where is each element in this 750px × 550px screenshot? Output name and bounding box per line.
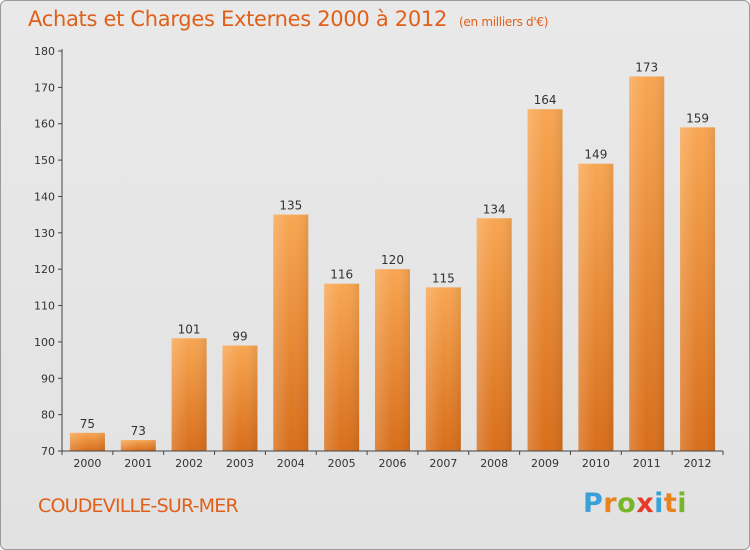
- bar-value-label: 116: [330, 268, 353, 282]
- chart-title: Achats et Charges Externes 2000 à 2012 (e…: [28, 7, 548, 31]
- bar-shine: [629, 76, 665, 452]
- x-tick-label: 2012: [684, 457, 712, 470]
- bar-value-label: 75: [80, 417, 95, 431]
- bar-value-label: 135: [279, 199, 302, 213]
- x-tick-label: 2003: [226, 457, 254, 470]
- logo-letter: t: [663, 488, 678, 519]
- bar-shine: [120, 440, 156, 451]
- commune-name: COUDEVILLE-SUR-MER: [38, 495, 239, 517]
- bar-value-label: 99: [232, 330, 247, 344]
- bar-value-label: 149: [584, 148, 607, 162]
- bar-shine: [476, 218, 512, 451]
- logo-letter: i: [654, 488, 664, 519]
- logo-letter: r: [603, 488, 618, 519]
- x-tick-label: 2002: [175, 457, 203, 470]
- bar-shine: [324, 283, 360, 451]
- x-tick-label: 2010: [582, 457, 610, 470]
- bar-shine: [680, 127, 716, 451]
- logo-letter: x: [636, 488, 655, 519]
- logo-letter: i: [677, 488, 688, 519]
- y-tick-label: 140: [34, 190, 55, 203]
- bar-value-label: 159: [686, 111, 709, 125]
- y-tick-label: 70: [41, 445, 55, 458]
- logo-letter: o: [617, 488, 637, 519]
- x-tick-label: 2001: [124, 457, 152, 470]
- y-tick-label: 90: [41, 372, 55, 385]
- y-tick-label: 110: [34, 300, 55, 313]
- bar-shine: [578, 163, 614, 451]
- x-tick-label: 2011: [633, 457, 661, 470]
- chart-subtitle: (en milliers d'€): [459, 15, 549, 29]
- x-tick-label: 2000: [73, 457, 101, 470]
- logo-letter: P: [583, 488, 604, 519]
- bar-value-label: 115: [432, 271, 455, 285]
- y-tick-label: 100: [34, 336, 55, 349]
- bar-value-label: 101: [178, 322, 201, 336]
- bar-value-label: 73: [131, 424, 146, 438]
- bar-shine: [171, 338, 207, 451]
- bar-value-label: 120: [381, 253, 404, 267]
- bar-value-label: 164: [534, 93, 557, 107]
- bar-shine: [69, 432, 105, 451]
- x-tick-label: 2009: [531, 457, 559, 470]
- bar-shine: [375, 269, 410, 451]
- y-tick-label: 80: [41, 409, 55, 422]
- bars-group: 75 73 101 99 135 116 120 115 134 164 149 173 159: [69, 60, 716, 452]
- x-tick-label: 2006: [379, 457, 407, 470]
- y-tick-label: 180: [34, 45, 55, 58]
- x-tick-label: 2007: [429, 457, 457, 470]
- bar-shine: [222, 345, 258, 451]
- chart-title-text: Achats et Charges Externes 2000 à 2012: [28, 7, 448, 31]
- y-tick-label: 120: [34, 263, 55, 276]
- y-tick-label: 150: [34, 154, 55, 167]
- y-tick-label: 170: [34, 81, 55, 94]
- proxiti-logo: Proxiti: [583, 488, 687, 519]
- bar-shine: [273, 214, 309, 451]
- y-tick-label: 130: [34, 227, 55, 240]
- bar-value-label: 134: [483, 202, 506, 216]
- axes-group: 2000 2001 2002 2003 2004 2005 2006 2007 2008 2009…: [34, 45, 724, 470]
- x-tick-label: 2008: [480, 457, 508, 470]
- bar-shine: [425, 287, 461, 451]
- x-tick-label: 2004: [277, 457, 305, 470]
- x-tick-label: 2005: [328, 457, 356, 470]
- bar-shine: [527, 109, 563, 451]
- y-tick-label: 160: [34, 118, 55, 131]
- bar-value-label: 173: [635, 60, 658, 74]
